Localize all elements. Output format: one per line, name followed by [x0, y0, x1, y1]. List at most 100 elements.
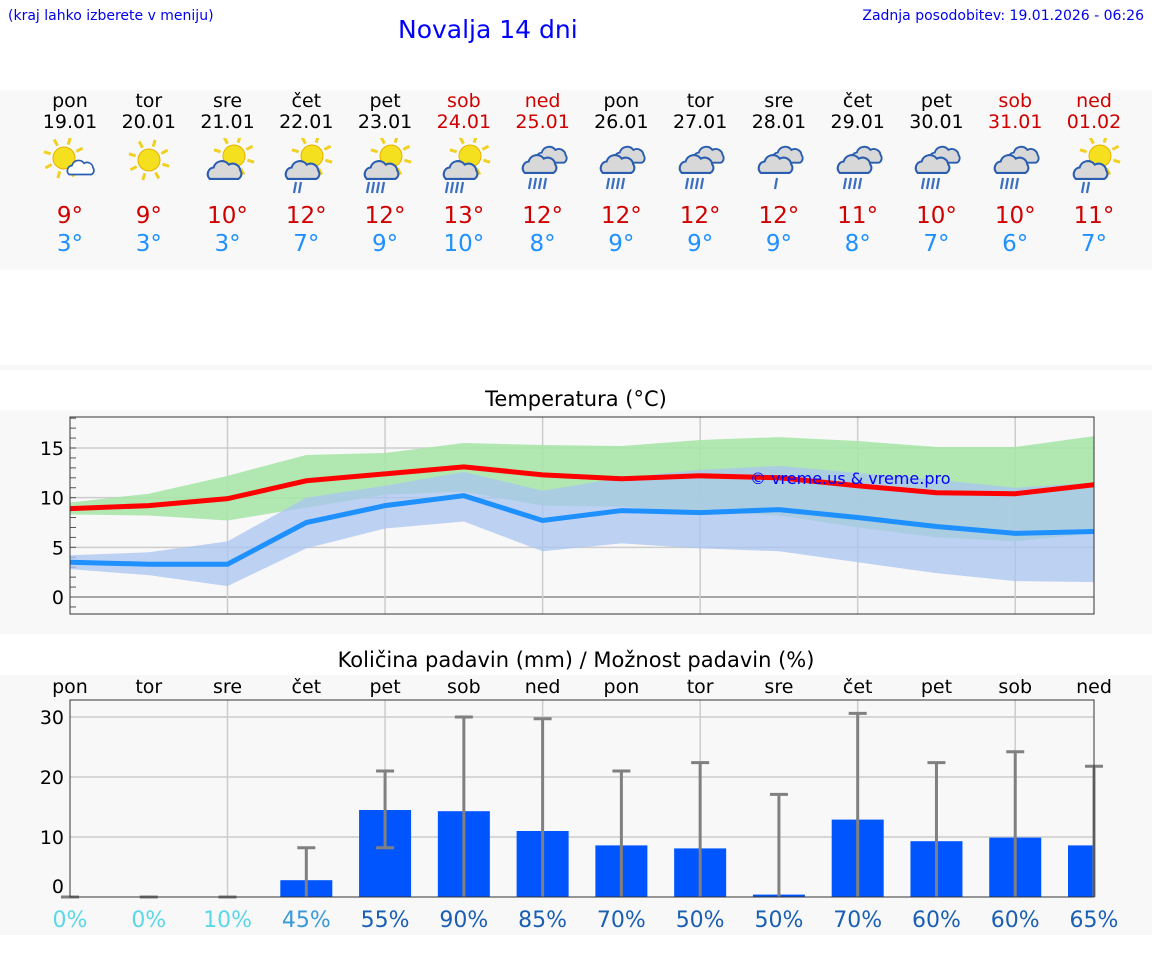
day-label: sob — [998, 676, 1032, 698]
precip-probability: 0% — [53, 908, 88, 933]
max-temp: 12° — [758, 203, 800, 229]
day-date: 29.01 — [830, 111, 885, 133]
day-name: ned — [524, 90, 561, 112]
weather-icon — [128, 139, 170, 181]
min-temp: 9° — [687, 231, 714, 257]
cloud-icon — [915, 154, 951, 174]
max-temp: 10° — [916, 203, 957, 229]
forecast-day: sre 28.01 12° 9° — [739, 90, 819, 258]
divider — [0, 365, 1152, 370]
forecast-day: tor 20.01 9° 3° — [109, 90, 189, 258]
y-tick-label: 0 — [52, 587, 64, 609]
cloud-icon — [521, 154, 558, 174]
weather-icon — [757, 145, 804, 190]
day-label: pet — [369, 676, 400, 698]
weather-icon — [206, 138, 255, 180]
min-temp: 3° — [214, 231, 241, 257]
max-temp: 13° — [443, 203, 485, 229]
min-temp: 10° — [443, 231, 485, 257]
y-tick-label: 15 — [40, 438, 64, 460]
cloud-icon — [836, 154, 873, 174]
day-label: pon — [604, 676, 640, 698]
sun-icon — [291, 138, 333, 177]
day-name: tor — [686, 90, 714, 112]
precip-bar — [1068, 845, 1094, 897]
watermark: © vreme.us & vreme.pro — [750, 469, 951, 488]
cloud-icon — [363, 160, 400, 180]
day-name: ned — [1076, 90, 1112, 112]
forecast-day: pon 26.01 12° 9° — [581, 90, 661, 258]
plot-frame — [69, 699, 1095, 898]
precipitation-chart-title: Količina padavin (mm) / Možnost padavin … — [337, 648, 815, 672]
plot-frame — [69, 416, 1095, 615]
forecast-day: sre 21.01 10° 3° — [188, 90, 268, 258]
max-temp: 12° — [364, 203, 406, 229]
y-tick-label: 20 — [40, 767, 64, 789]
cloud-icon — [1072, 160, 1109, 180]
min-temp: 6° — [1002, 231, 1029, 257]
weather-icon — [285, 138, 333, 194]
day-date: 28.01 — [751, 111, 807, 133]
rain-icon — [527, 177, 547, 190]
weather-icon — [43, 138, 95, 179]
forecast-day: ned 01.02 11° 7° — [1054, 90, 1134, 258]
min-temp-line — [69, 493, 1095, 567]
max-temp: 9° — [56, 203, 84, 229]
min-temp: 3° — [56, 231, 84, 257]
forecast-day: pon 19.01 9° 3° — [30, 90, 110, 258]
forecast-day: tor 27.01 12° 9° — [660, 90, 740, 258]
min-temp: 7° — [293, 231, 320, 257]
cloud-icon — [600, 154, 636, 174]
max-temp: 12° — [285, 203, 327, 229]
rain-icon — [773, 177, 779, 190]
weather-icon — [600, 145, 646, 190]
rain-icon — [606, 177, 626, 190]
forecast-day: pet 23.01 12° 9° — [345, 90, 425, 258]
forecast-day: sob 31.01 10° 6° — [975, 90, 1055, 258]
day-date: 24.01 — [436, 111, 492, 133]
precip-probability: 60% — [991, 908, 1040, 933]
rain-icon — [444, 181, 464, 194]
y-tick-label: 5 — [52, 537, 64, 559]
day-date: 23.01 — [357, 111, 413, 133]
day-name: pet — [369, 90, 401, 112]
day-label: ned — [525, 676, 561, 698]
forecast-day: čet 22.01 12° 7° — [266, 90, 346, 258]
day-name: sre — [764, 90, 794, 112]
location-hint: (kraj lahko izberete v meniju) — [8, 8, 214, 24]
forecast-day: čet 29.01 11° 8° — [818, 90, 898, 258]
day-name: pon — [52, 90, 88, 112]
cloud-icon — [66, 159, 95, 176]
weather-icon — [363, 138, 412, 194]
daily-forecast-strip: pon 19.01 9° 3° tor 20.01 9° 3° sre 21.01 10°… — [0, 90, 1152, 270]
day-date: 25.01 — [515, 111, 570, 133]
weather-icon — [915, 145, 962, 190]
precip-probability: 85% — [518, 908, 567, 933]
precip-probability: 90% — [439, 908, 488, 933]
min-temp-range-band — [70, 465, 1094, 587]
max-temp: 10° — [207, 203, 248, 229]
day-label: tor — [135, 676, 162, 698]
forecast-day: pet 30.01 10° 7° — [896, 90, 976, 258]
y-tick-label: 0 — [52, 876, 64, 898]
day-date: 20.01 — [121, 111, 176, 133]
y-tick-label: 10 — [40, 827, 64, 849]
cloud-icon — [442, 160, 479, 180]
temperature-chart-title: Temperatura (°C) — [485, 387, 667, 411]
rain-icon — [365, 181, 386, 194]
precip-probability: 10% — [203, 908, 252, 933]
rain-icon — [293, 181, 303, 194]
day-date: 22.01 — [279, 111, 334, 133]
min-temp: 7° — [1080, 231, 1108, 257]
cloud-icon — [206, 160, 242, 180]
rain-icon — [1000, 177, 1020, 190]
cloud-icon — [757, 154, 794, 174]
min-temp: 9° — [765, 231, 792, 257]
day-date: 26.01 — [594, 111, 649, 133]
day-label: pon — [52, 676, 88, 698]
cloud-icon — [994, 154, 1030, 174]
precip-probability: 70% — [597, 908, 646, 933]
day-label: sre — [764, 676, 793, 698]
min-temp: 9° — [608, 231, 635, 257]
